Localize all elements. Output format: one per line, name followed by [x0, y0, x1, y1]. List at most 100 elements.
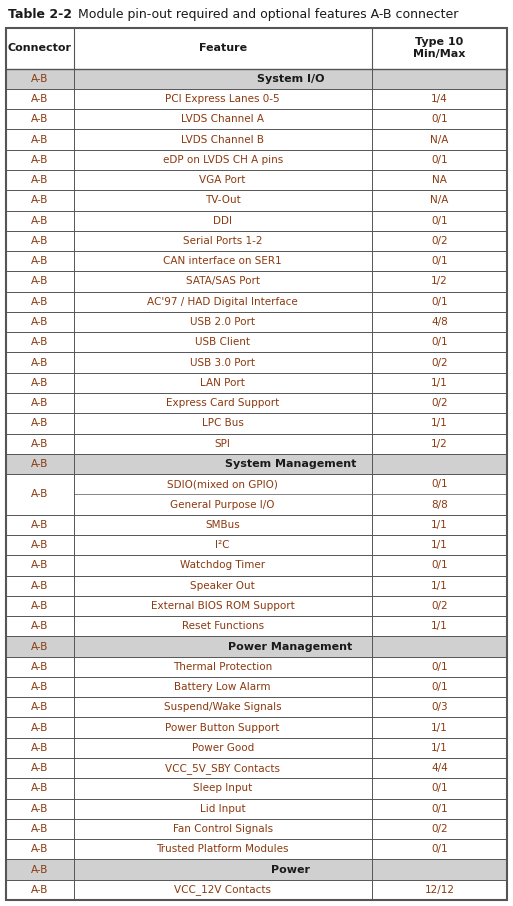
Text: A-B: A-B [31, 581, 49, 591]
Text: 0/1: 0/1 [431, 661, 448, 671]
Text: LAN Port: LAN Port [200, 378, 245, 388]
Bar [6, 28, 507, 69]
Text: 1/2: 1/2 [431, 439, 448, 448]
Bar [6, 860, 507, 880]
Text: A-B: A-B [31, 196, 49, 206]
Text: Connector: Connector [8, 43, 72, 53]
Text: AC'97 / HAD Digital Interface: AC'97 / HAD Digital Interface [147, 297, 298, 307]
Bar [6, 596, 507, 616]
Text: 4/8: 4/8 [431, 317, 448, 327]
Bar [6, 210, 507, 231]
Text: Fan Control Signals: Fan Control Signals [172, 824, 273, 834]
Bar [6, 454, 507, 474]
Text: 8/8: 8/8 [431, 499, 448, 509]
Text: A-B: A-B [31, 94, 49, 104]
Text: USB 2.0 Port: USB 2.0 Port [190, 317, 255, 327]
Text: A-B: A-B [31, 763, 49, 773]
Text: Power Management: Power Management [228, 641, 352, 651]
Bar [6, 758, 507, 778]
Text: 1/1: 1/1 [431, 419, 448, 429]
Text: 0/2: 0/2 [431, 358, 448, 368]
Text: 0/1: 0/1 [431, 479, 448, 489]
Text: 0/3: 0/3 [431, 702, 448, 712]
Text: 0/2: 0/2 [431, 236, 448, 246]
Text: DDI: DDI [213, 216, 232, 226]
Text: Power: Power [271, 864, 310, 874]
Text: PCI Express Lanes 0-5: PCI Express Lanes 0-5 [165, 94, 280, 104]
Text: Suspend/Wake Signals: Suspend/Wake Signals [164, 702, 282, 712]
Bar [6, 474, 507, 515]
Text: 4/4: 4/4 [431, 763, 448, 773]
Text: A-B: A-B [31, 601, 49, 611]
Bar [6, 109, 507, 130]
Text: 0/1: 0/1 [431, 844, 448, 854]
Text: 1/1: 1/1 [431, 723, 448, 733]
Bar [6, 190, 507, 210]
Text: Table 2-2: Table 2-2 [8, 8, 72, 21]
Text: Thermal Protection: Thermal Protection [173, 661, 272, 671]
Text: 0/1: 0/1 [431, 216, 448, 226]
Text: A-B: A-B [31, 824, 49, 834]
Text: A-B: A-B [31, 784, 49, 794]
Text: A-B: A-B [31, 743, 49, 753]
Text: 1/1: 1/1 [431, 743, 448, 753]
Bar [6, 393, 507, 413]
Bar [6, 170, 507, 190]
Text: SATA/SAS Port: SATA/SAS Port [186, 276, 260, 286]
Text: Reset Functions: Reset Functions [182, 622, 264, 631]
Text: A-B: A-B [31, 175, 49, 185]
Text: NA: NA [432, 175, 447, 185]
Text: A-B: A-B [31, 561, 49, 571]
Text: A-B: A-B [31, 358, 49, 368]
Text: Watchdog Timer: Watchdog Timer [180, 561, 265, 571]
Bar [6, 352, 507, 372]
Text: General Purpose I/O: General Purpose I/O [170, 499, 275, 509]
Text: A-B: A-B [31, 297, 49, 307]
Text: 1/2: 1/2 [431, 276, 448, 286]
Text: Module pin-out required and optional features A-B connecter: Module pin-out required and optional fea… [66, 8, 459, 21]
Text: 0/1: 0/1 [431, 784, 448, 794]
Bar [6, 515, 507, 535]
Text: VCC_5V_SBY Contacts: VCC_5V_SBY Contacts [165, 763, 280, 774]
Bar [6, 231, 507, 251]
Bar [6, 575, 507, 596]
Text: A-B: A-B [31, 114, 49, 124]
Text: A-B: A-B [31, 864, 49, 874]
Bar [6, 89, 507, 109]
Text: 0/1: 0/1 [431, 155, 448, 165]
Bar [6, 292, 507, 312]
Text: 0/2: 0/2 [431, 824, 448, 834]
Text: External BIOS ROM Support: External BIOS ROM Support [151, 601, 294, 611]
Text: 0/1: 0/1 [431, 256, 448, 266]
Text: 1/1: 1/1 [431, 581, 448, 591]
Text: A-B: A-B [31, 641, 49, 651]
Bar [6, 251, 507, 272]
Text: SPI: SPI [215, 439, 231, 448]
Text: A-B: A-B [31, 134, 49, 145]
Text: A-B: A-B [31, 155, 49, 165]
Text: Trusted Platform Modules: Trusted Platform Modules [156, 844, 289, 854]
Text: USB 3.0 Port: USB 3.0 Port [190, 358, 255, 368]
Bar [6, 616, 507, 636]
Text: A-B: A-B [31, 378, 49, 388]
Text: USB Client: USB Client [195, 337, 250, 347]
Text: 0/1: 0/1 [431, 561, 448, 571]
Bar [6, 333, 507, 352]
Bar [6, 149, 507, 170]
Text: Serial Ports 1-2: Serial Ports 1-2 [183, 236, 263, 246]
Bar [6, 778, 507, 798]
Bar [6, 657, 507, 677]
Bar [6, 718, 507, 737]
Text: CAN interface on SER1: CAN interface on SER1 [163, 256, 282, 266]
Bar [6, 880, 507, 900]
Text: 1/1: 1/1 [431, 520, 448, 530]
Text: SDIO(mixed on GPIO): SDIO(mixed on GPIO) [167, 479, 278, 489]
Text: A-B: A-B [31, 661, 49, 671]
Text: SMBus: SMBus [205, 520, 240, 530]
Text: A-B: A-B [31, 459, 49, 469]
Text: I²C: I²C [215, 540, 230, 550]
Text: A-B: A-B [31, 723, 49, 733]
Text: A-B: A-B [31, 256, 49, 266]
Text: 0/1: 0/1 [431, 337, 448, 347]
Text: Battery Low Alarm: Battery Low Alarm [174, 682, 271, 692]
